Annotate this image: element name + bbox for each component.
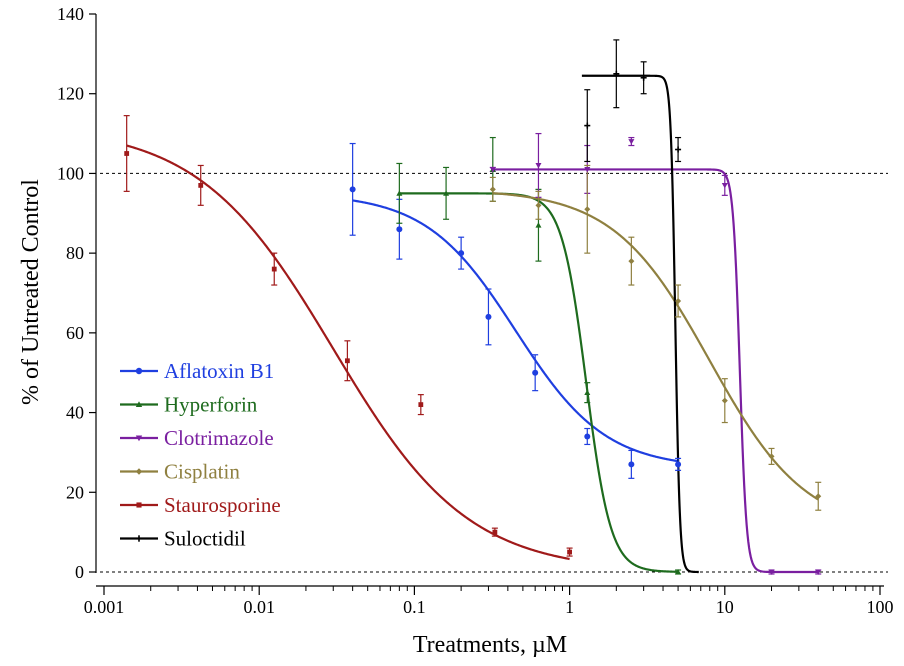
x-axis-title: Treatments, µM [413, 632, 567, 658]
data-point [613, 70, 620, 77]
data-point [349, 186, 356, 193]
legend-item: Aflatoxin B1 [120, 359, 274, 383]
data-point [584, 206, 591, 213]
legend-item: Suloctidil [120, 527, 246, 551]
data-point [675, 461, 682, 468]
data-point [584, 433, 591, 440]
legend-marker [135, 535, 143, 542]
x-tick-label: 0.1 [403, 597, 426, 617]
x-tick-label: 10 [716, 597, 734, 617]
x-tick-label: 1 [565, 597, 574, 617]
data-point [485, 313, 492, 320]
data-point [628, 461, 635, 468]
data-point [640, 74, 647, 81]
y-tick-label: 120 [57, 84, 84, 104]
y-tick-label: 60 [66, 323, 84, 343]
y-tick-label: 0 [75, 562, 84, 582]
data-point [567, 549, 572, 555]
x-tick-label: 0.01 [243, 597, 275, 617]
legend-marker [135, 367, 143, 375]
legend: Aflatoxin B1 Hyperforin Clotrimazole Cispla… [120, 359, 281, 551]
data-point [344, 358, 350, 364]
legend-marker [135, 401, 143, 408]
legend-label: Suloctidil [164, 527, 246, 551]
y-tick-label: 20 [66, 482, 84, 502]
legend-item: Cisplatin [120, 460, 240, 484]
data-point [721, 397, 728, 404]
data-point [628, 139, 635, 145]
x-tick-label: 100 [867, 597, 894, 617]
legend-marker [135, 468, 143, 475]
data-point [675, 146, 682, 153]
data-point [443, 190, 450, 196]
data-point [584, 389, 591, 396]
fit-curve [492, 192, 819, 501]
y-tick-label: 40 [66, 403, 84, 423]
data-point [584, 122, 591, 129]
data-point [721, 182, 728, 189]
data-point [675, 569, 682, 575]
legend-item: Hyperforin [120, 393, 258, 417]
x-tick-label: 0.001 [84, 597, 125, 617]
legend-item: Clotrimazole [120, 426, 274, 450]
data-point [535, 222, 542, 228]
legend-marker [135, 435, 143, 442]
legend-marker [136, 502, 142, 508]
data-point [418, 402, 424, 407]
legend-label: Aflatoxin B1 [164, 359, 274, 383]
legend-label: Hyperforin [164, 393, 258, 417]
fit-curve [581, 74, 699, 574]
data-point [271, 266, 277, 272]
legend-label: Staurosporine [164, 493, 281, 517]
data-point [768, 453, 775, 460]
data-point [532, 369, 539, 376]
fit-curve [492, 168, 819, 574]
data-point [815, 569, 822, 575]
data-point [396, 190, 403, 196]
y-tick-label: 140 [57, 4, 84, 24]
x-ticks: 0.001 0.01 0.1 1 10 100 [84, 586, 894, 617]
data-point [815, 493, 822, 500]
data-point [535, 163, 542, 169]
y-tick-label: 80 [66, 243, 84, 263]
reference-lines [100, 172, 888, 573]
data-point [584, 167, 591, 173]
data-point [768, 569, 775, 575]
data-point [489, 186, 496, 193]
data-point [675, 297, 682, 304]
axes [95, 14, 884, 587]
data-point [198, 182, 204, 188]
data-point [628, 258, 635, 265]
y-axis-title: % of Untreated Control [18, 179, 44, 405]
data-point [489, 167, 496, 173]
legend-item: Staurosporine [120, 493, 281, 517]
data-markers [124, 70, 822, 575]
fit-curve [352, 199, 679, 463]
data-point [535, 202, 542, 209]
y-tick-label: 100 [57, 163, 84, 183]
data-point [124, 151, 130, 156]
legend-label: Clotrimazole [164, 426, 274, 450]
data-point [396, 226, 403, 233]
y-ticks: 0 20 40 60 80 100 120 140 [57, 4, 96, 582]
data-point [492, 529, 498, 535]
legend-label: Cisplatin [164, 460, 240, 484]
data-point [458, 250, 465, 257]
